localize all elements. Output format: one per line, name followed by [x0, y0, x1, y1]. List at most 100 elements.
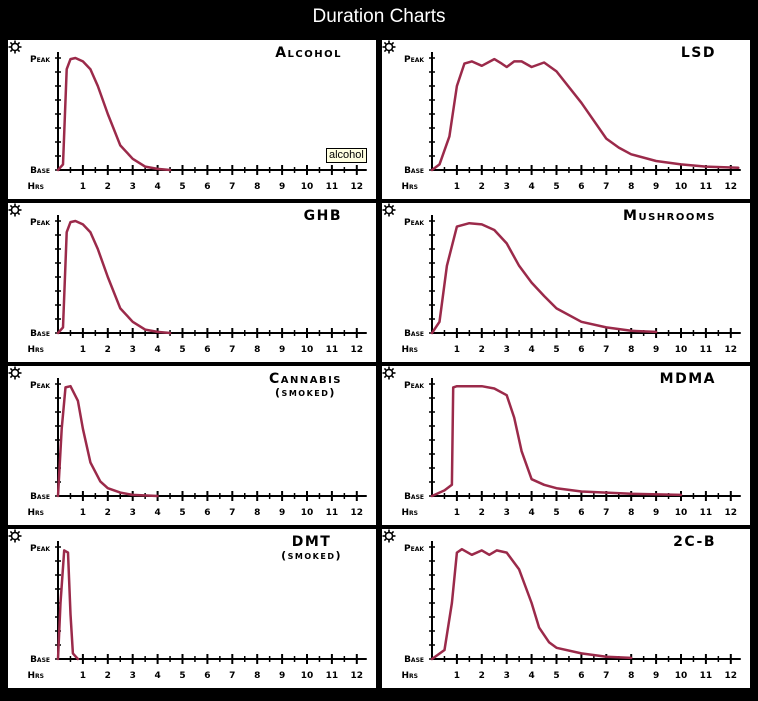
chart-subtitle: (smoked): [281, 549, 342, 562]
chart-panel-alcohol: Peak Base Hrs 1 2 3 4 5 6 7 8 9 10 11 12 Alcohol alcohol: [8, 40, 376, 199]
x-tick-label: 5: [553, 345, 559, 355]
x-tick-label: 11: [700, 671, 713, 681]
x-tick-label: 2: [105, 345, 111, 355]
x-tick-label: 9: [279, 508, 285, 518]
chart-title: GHB: [304, 209, 342, 223]
x-tick-label: 7: [229, 508, 235, 518]
y-label-base: Base: [404, 166, 424, 176]
x-tick-label: 1: [454, 671, 460, 681]
chart-panel-cannabis: Peak Base Hrs 1 2 3 4 5 6 7 8 9 10 11 12 Cannabis (smoke…: [8, 366, 376, 525]
x-tick-label: 5: [179, 671, 185, 681]
x-tick-label: 5: [553, 508, 559, 518]
y-label-peak: Peak: [30, 218, 50, 228]
x-axis-label: Hrs: [402, 508, 418, 518]
chart-title: Cannabis (smoked): [269, 372, 342, 400]
x-tick-label: 3: [130, 345, 136, 355]
x-tick-label: 8: [254, 671, 260, 681]
x-tick-label: 10: [675, 671, 688, 681]
sun-icon[interactable]: [8, 529, 22, 543]
x-tick-label: 6: [578, 508, 584, 518]
x-tick-label: 12: [725, 345, 738, 355]
x-tick-label: 5: [179, 345, 185, 355]
x-tick-label: 1: [454, 182, 460, 192]
x-tick-label: 12: [351, 182, 364, 192]
chart-name: DMT: [291, 534, 332, 550]
y-label-base: Base: [404, 492, 424, 502]
y-label-peak: Peak: [404, 55, 424, 65]
chart-title: Alcohol: [275, 46, 342, 60]
x-tick-label: 3: [130, 182, 136, 192]
x-tick-label: 10: [675, 182, 688, 192]
chart-name: GHB: [303, 208, 342, 224]
x-tick-label: 7: [603, 671, 609, 681]
sun-core: [10, 42, 20, 52]
page-title: Duration Charts: [312, 6, 446, 27]
x-axis-label: Hrs: [402, 182, 418, 192]
x-tick-label: 5: [553, 671, 559, 681]
x-tick-label: 8: [628, 345, 634, 355]
chart-subtitle: (smoked): [275, 386, 336, 399]
y-label-peak: Peak: [404, 218, 424, 228]
y-label-peak: Peak: [404, 544, 424, 554]
sun-icon[interactable]: [382, 529, 396, 543]
x-tick-label: 8: [628, 671, 634, 681]
x-tick-label: 2: [479, 345, 485, 355]
x-axis-label: Hrs: [28, 182, 44, 192]
x-tick-label: 11: [700, 508, 713, 518]
x-tick-label: 7: [603, 508, 609, 518]
x-axis-label: Hrs: [402, 671, 418, 681]
x-tick-label: 7: [229, 345, 235, 355]
x-tick-label: 6: [204, 182, 210, 192]
x-tick-label: 2: [105, 508, 111, 518]
sun-icon[interactable]: [8, 40, 22, 54]
y-label-base: Base: [30, 329, 50, 339]
duration-curve: [430, 57, 740, 172]
chart-panel-ghb: Peak Base Hrs 1 2 3 4 5 6 7 8 9 10 11 12 GHB: [8, 203, 376, 362]
y-label-peak: Peak: [30, 544, 50, 554]
chart-panel-lsd: Peak Base Hrs 1 2 3 4 5 6 7 8 9 10 11 12 LSD: [382, 40, 750, 199]
sun-core: [10, 368, 20, 378]
x-tick-label: 1: [80, 182, 86, 192]
x-tick-label: 6: [578, 345, 584, 355]
sun-icon[interactable]: [382, 366, 396, 380]
chart-title: MDMA: [660, 372, 716, 386]
y-label-base: Base: [30, 655, 50, 665]
x-tick-label: 3: [504, 182, 510, 192]
x-tick-label: 6: [204, 345, 210, 355]
x-tick-label: 6: [204, 508, 210, 518]
x-tick-label: 11: [700, 345, 713, 355]
tooltip: alcohol: [326, 148, 367, 163]
x-axis-label: Hrs: [402, 345, 418, 355]
x-tick-label: 3: [504, 345, 510, 355]
chart-name: 2C-B: [673, 534, 716, 550]
x-tick-label: 4: [154, 508, 160, 518]
x-tick-label: 4: [528, 508, 534, 518]
x-tick-label: 2: [105, 182, 111, 192]
duration-curve: [430, 547, 633, 661]
x-tick-label: 7: [603, 182, 609, 192]
sun-core: [10, 205, 20, 215]
x-tick-label: 8: [254, 508, 260, 518]
x-tick-label: 11: [700, 182, 713, 192]
x-tick-label: 6: [204, 671, 210, 681]
chart-name: LSD: [680, 45, 716, 61]
duration-curve: [56, 219, 172, 335]
x-tick-label: 7: [229, 182, 235, 192]
sun-icon[interactable]: [8, 203, 22, 217]
sun-icon[interactable]: [382, 203, 396, 217]
x-tick-label: 10: [301, 671, 314, 681]
duration-curve: [56, 549, 80, 661]
x-tick-label: 8: [254, 345, 260, 355]
x-tick-label: 4: [528, 182, 534, 192]
x-tick-label: 9: [279, 345, 285, 355]
x-tick-label: 4: [528, 345, 534, 355]
x-tick-label: 8: [628, 508, 634, 518]
sun-icon[interactable]: [8, 366, 22, 380]
sun-core: [384, 368, 394, 378]
sun-icon[interactable]: [382, 40, 396, 54]
x-tick-label: 9: [653, 671, 659, 681]
